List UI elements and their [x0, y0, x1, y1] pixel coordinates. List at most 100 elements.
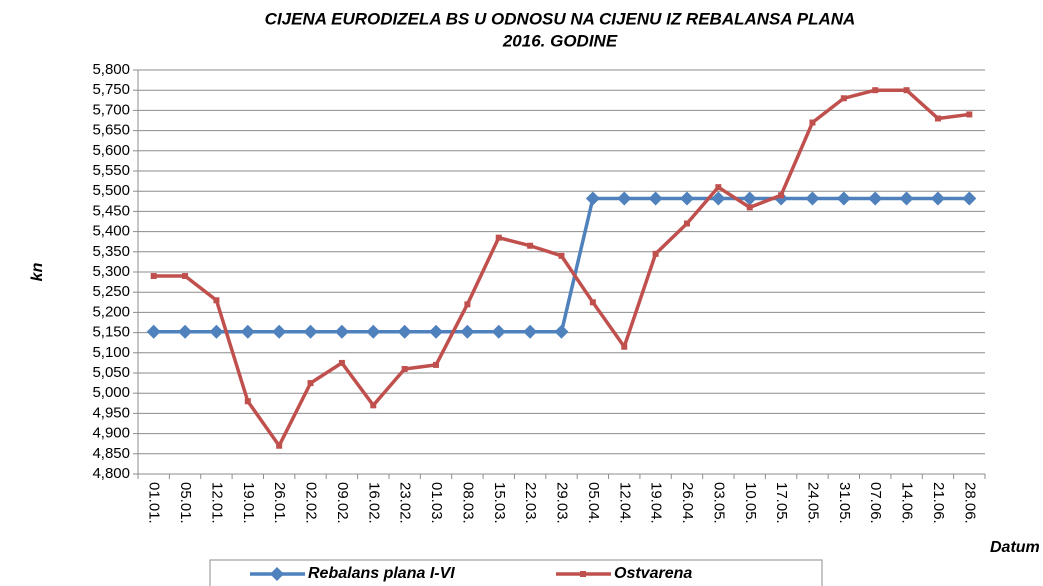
x-tick-label: 28.06.: [961, 482, 978, 524]
marker: [244, 398, 251, 405]
marker: [715, 184, 722, 191]
x-tick-label: 15.03.: [491, 482, 508, 524]
marker: [966, 111, 973, 118]
y-tick-label: 4,850: [92, 445, 130, 462]
marker: [580, 571, 586, 577]
y-tick-label: 5,650: [92, 122, 130, 139]
marker: [711, 191, 726, 206]
line: [153, 196, 970, 334]
marker: [872, 87, 879, 94]
y-tick-label: 5,500: [92, 182, 130, 199]
x-tick-label: 12.04.: [616, 482, 633, 524]
x-tick-label: 22.03.: [522, 482, 539, 524]
marker: [146, 324, 161, 339]
line: [153, 88, 970, 448]
y-tick-label: 4,950: [92, 404, 130, 421]
x-tick-label: 16.02.: [365, 482, 382, 524]
marker: [495, 234, 502, 241]
y-axis-title: kn: [29, 262, 46, 281]
marker: [527, 242, 534, 249]
marker: [182, 273, 189, 280]
marker: [366, 324, 381, 339]
x-tick-label: 19.04.: [648, 482, 665, 524]
y-tick-label: 5,150: [92, 324, 130, 341]
x-axis-title: Datum: [990, 539, 1040, 556]
marker: [868, 191, 883, 206]
marker: [523, 324, 538, 339]
marker: [272, 324, 287, 339]
marker: [899, 191, 914, 206]
marker: [334, 324, 349, 339]
x-tick-label: 05.04.: [585, 482, 602, 524]
x-tick-label: 02.02.: [303, 482, 320, 524]
marker: [370, 402, 377, 409]
marker: [303, 324, 318, 339]
marker: [307, 380, 314, 387]
marker: [962, 191, 977, 206]
x-tick-label: 12.01.: [208, 482, 225, 524]
marker: [683, 220, 690, 227]
y-tick-label: 4,900: [92, 425, 130, 442]
legend-label: Rebalans plana I-VI: [308, 565, 455, 582]
y-tick-label: 5,800: [92, 61, 130, 78]
x-tick-label: 01.03.: [428, 482, 445, 524]
marker: [617, 191, 632, 206]
x-tick-label: 01.01.: [146, 482, 163, 524]
marker: [240, 324, 255, 339]
y-tick-label: 5,250: [92, 283, 130, 300]
marker: [930, 191, 945, 206]
x-tick-label: 17.05.: [773, 482, 790, 524]
marker: [150, 273, 157, 280]
marker: [209, 324, 224, 339]
x-tick-label: 07.06.: [867, 482, 884, 524]
marker: [491, 324, 506, 339]
marker: [213, 297, 220, 304]
legend-label: Ostvarena: [614, 565, 692, 582]
marker: [554, 324, 569, 339]
marker: [621, 343, 628, 350]
x-tick-label: 10.05.: [742, 482, 759, 524]
x-tick-label: 26.04.: [679, 482, 696, 524]
legend-box: [209, 559, 823, 586]
x-tick-label: 05.01.: [177, 482, 194, 524]
y-tick-label: 5,550: [92, 162, 130, 179]
y-tick-label: 4,800: [92, 465, 130, 482]
marker: [652, 250, 659, 257]
y-tick-label: 5,400: [92, 223, 130, 240]
marker: [746, 204, 753, 211]
marker: [805, 191, 820, 206]
marker: [679, 191, 694, 206]
y-tick-label: 5,050: [92, 364, 130, 381]
chart-title: 2016. GODINE: [502, 31, 618, 50]
marker: [836, 191, 851, 206]
marker: [809, 119, 816, 126]
marker: [742, 191, 757, 206]
marker: [840, 95, 847, 102]
y-tick-label: 5,450: [92, 202, 130, 219]
x-tick-label: 19.01.: [240, 482, 257, 524]
marker: [433, 361, 440, 368]
x-tick-label: 08.03.: [459, 482, 476, 524]
x-tick-label: 29.03.: [554, 482, 571, 524]
marker: [934, 115, 941, 122]
marker: [338, 359, 345, 366]
x-tick-label: 24.05.: [804, 482, 821, 524]
marker: [401, 365, 408, 372]
marker: [585, 191, 600, 206]
y-tick-label: 5,000: [92, 384, 130, 401]
marker: [276, 442, 283, 449]
marker: [648, 191, 663, 206]
marker: [178, 324, 193, 339]
marker: [397, 324, 412, 339]
marker: [558, 252, 565, 259]
x-tick-label: 09.02.: [334, 482, 351, 524]
marker: [589, 299, 596, 306]
x-tick-label: 23.02.: [397, 482, 414, 524]
x-tick-label: 26.01.: [271, 482, 288, 524]
marker: [778, 192, 785, 199]
y-tick-label: 5,300: [92, 263, 130, 280]
y-tick-label: 5,100: [92, 344, 130, 361]
marker: [464, 301, 471, 308]
y-tick-label: 5,350: [92, 243, 130, 260]
